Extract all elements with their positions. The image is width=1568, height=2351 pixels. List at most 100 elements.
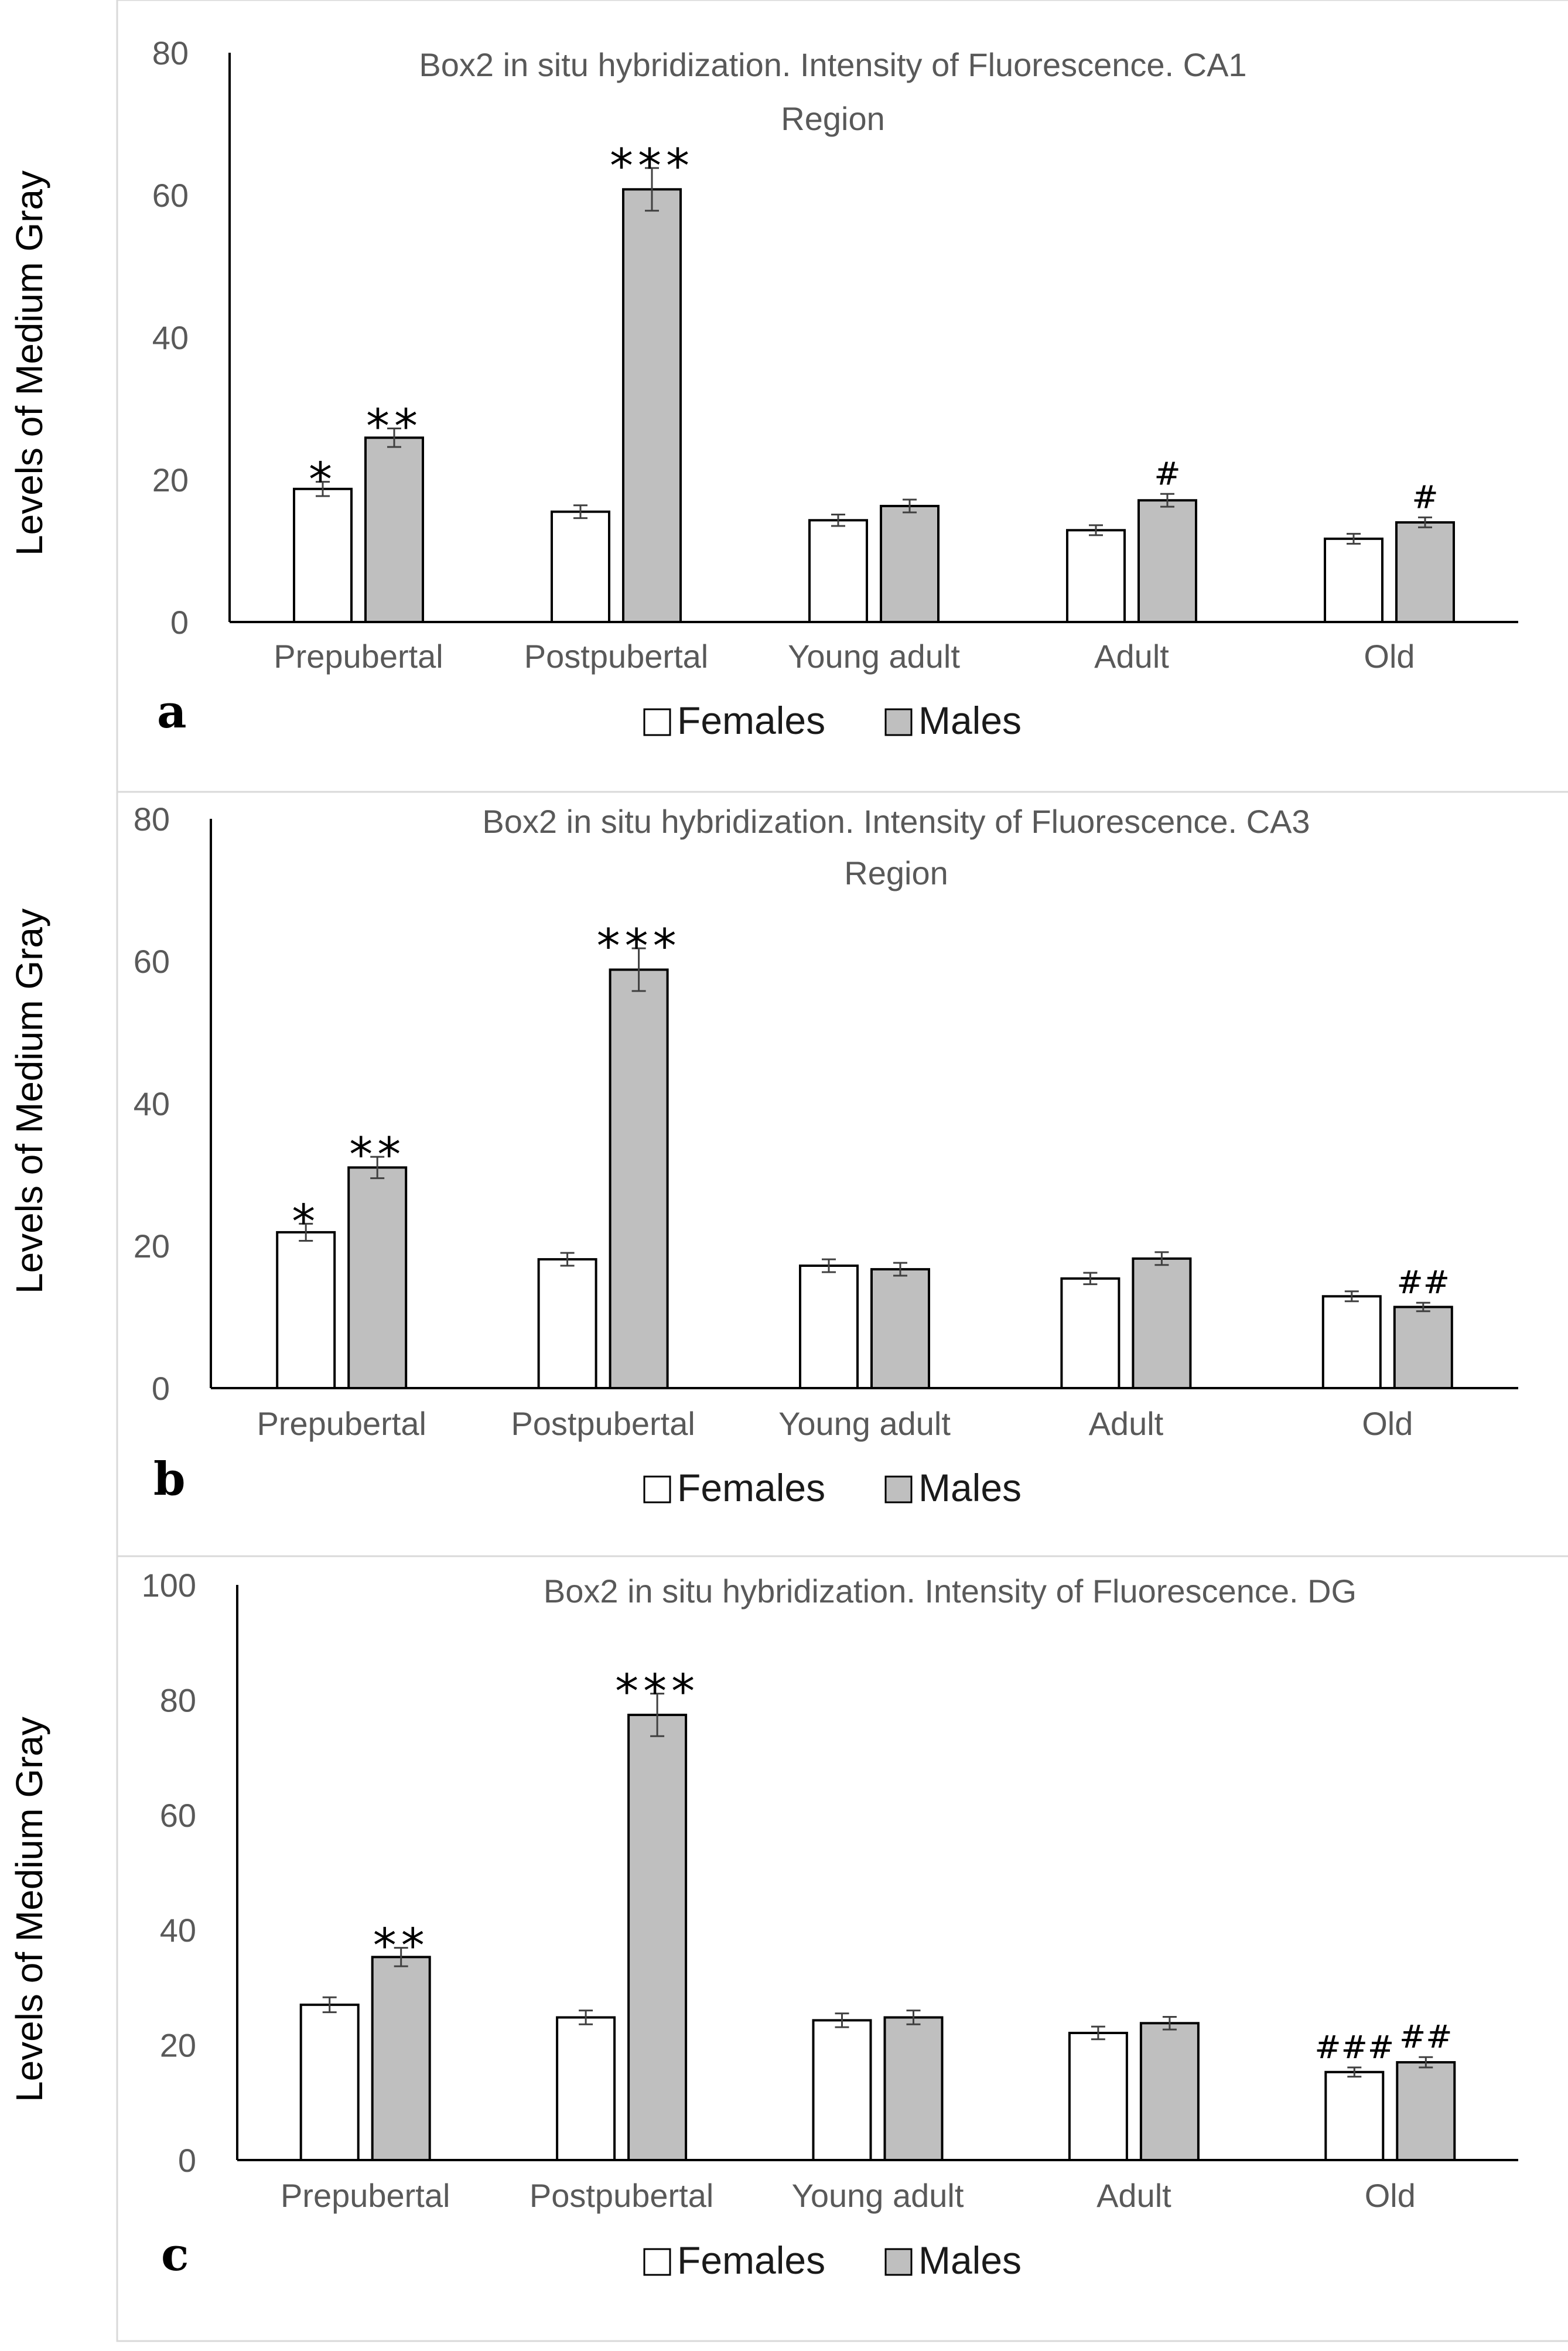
legend-label: Females (677, 699, 825, 742)
error-bar (1416, 1301, 1430, 1313)
significance-mark: ** (366, 399, 422, 454)
significance-mark: *** (615, 1665, 699, 1719)
legend-label: Females (677, 1466, 825, 1509)
y-axis-label: Levels of Medium Gray (8, 908, 50, 1294)
y-tick-label: 20 (160, 2027, 196, 2064)
bar-males (883, 2016, 944, 2162)
significance-mark: ** (349, 1127, 405, 1182)
y-tick-label: 20 (134, 1228, 170, 1265)
significance-mark: ## (1397, 1264, 1450, 1301)
significance-mark: *** (610, 139, 694, 193)
error-bar (1160, 493, 1174, 508)
bar-males (880, 504, 940, 624)
error-bar (835, 2012, 849, 2028)
legend: Females Males (643, 2239, 1022, 2282)
legend-swatch-females (643, 2248, 671, 2276)
y-tick-label: 0 (170, 604, 189, 641)
error-bar (1162, 2015, 1177, 2031)
legend-label: Males (918, 1466, 1022, 1509)
bar-females (1066, 529, 1126, 624)
x-tick-label: Prepubertal (274, 638, 443, 675)
error-bar (906, 2010, 921, 2025)
bar-males (622, 188, 682, 623)
error-bar (822, 1258, 836, 1273)
x-tick-label: Postpubertal (530, 2177, 713, 2214)
chart-title: Region (781, 100, 884, 137)
error-bar (394, 1947, 408, 1967)
y-tick-label: 80 (134, 801, 170, 838)
bar-females (551, 510, 610, 623)
bar-males (347, 1166, 408, 1389)
x-tick-label: Old (1365, 2177, 1416, 2214)
y-tick-label: 80 (152, 35, 189, 71)
bar-males (627, 1713, 688, 2161)
error-bar (631, 947, 646, 992)
bar-females (1324, 537, 1383, 623)
y-axis-label: Levels of Medium Gray (8, 170, 50, 556)
bar-males (1393, 1306, 1453, 1389)
bar-males (371, 1956, 431, 2161)
x-tick-label: Old (1362, 1405, 1413, 1442)
chart-panel-a: 0 20 40 60 80 Box2 in situ hybridization. Int… (8, 0, 1568, 793)
error-bar (1083, 1272, 1098, 1286)
significance-mark: ** (373, 1919, 429, 1973)
bar-males (1137, 499, 1197, 623)
panel-label: b (153, 1453, 186, 1506)
x-tick-label: Prepubertal (257, 1405, 426, 1442)
bar-females (808, 519, 868, 623)
error-bar (573, 504, 587, 520)
error-bar (316, 481, 330, 497)
chart-title: Box2 in situ hybridization. Intensity of… (482, 803, 1310, 840)
bar-males (1396, 2061, 1456, 2162)
y-axis-label: Levels of Medium Gray (8, 1717, 50, 2102)
bar-females (1324, 2070, 1385, 2161)
error-bar (579, 2010, 593, 2025)
x-tick-label: Adult (1096, 2177, 1171, 2214)
bar-females (1321, 1295, 1382, 1389)
error-bar (650, 1693, 665, 1737)
y-tick-label: 60 (160, 1797, 196, 1834)
bar-males (1132, 1257, 1192, 1390)
chart-title: Box2 in situ hybridization. Intensity of… (544, 1573, 1357, 1610)
x-tick-label: Adult (1089, 1405, 1164, 1442)
bar-females (812, 2019, 872, 2162)
x-tick-label: Young adult (792, 2177, 964, 2214)
legend: Females Males (643, 1466, 1022, 1509)
x-tick-label: Young adult (778, 1405, 951, 1442)
x-tick-label: Postpubertal (511, 1405, 695, 1442)
panel-border (116, 1555, 1568, 2342)
significance-mark: ## (1399, 2018, 1453, 2055)
bar-females (1060, 1277, 1121, 1389)
y-tick-label: 40 (134, 1085, 170, 1122)
error-bar (387, 428, 401, 448)
y-tick-label: 40 (152, 319, 189, 356)
y-tick-label: 100 (142, 1567, 196, 1604)
error-bar (1344, 1290, 1359, 1303)
x-tick-label: Young adult (788, 638, 960, 675)
y-tick-label: 80 (160, 1682, 196, 1718)
error-bar (645, 167, 659, 212)
legend-swatch-males (884, 2248, 913, 2276)
legend-swatch-males (884, 1475, 913, 1503)
error-bar (831, 514, 845, 527)
legend-swatch-females (643, 1475, 671, 1503)
bar-females (799, 1265, 859, 1390)
y-tick-label: 60 (152, 177, 189, 214)
error-bar (1418, 516, 1432, 528)
chart-panel-b: 0 20 40 60 80 Box2 in situ hybridization. Int… (8, 791, 1568, 1557)
error-bar (893, 1262, 907, 1277)
bar-males (1395, 521, 1455, 624)
bar-females (293, 487, 353, 623)
bar-females (299, 2003, 360, 2162)
y-tick-label: 20 (152, 462, 189, 498)
chart-title: Region (844, 855, 948, 891)
bar-males (1139, 2022, 1200, 2161)
legend-label: Females (677, 2239, 825, 2282)
x-tick-label: Adult (1094, 638, 1169, 675)
x-tick-label: Old (1364, 638, 1415, 675)
x-tick-label: Postpubertal (524, 638, 708, 675)
error-bar (299, 1222, 313, 1242)
error-bar (560, 1252, 575, 1267)
bar-males (364, 436, 424, 623)
